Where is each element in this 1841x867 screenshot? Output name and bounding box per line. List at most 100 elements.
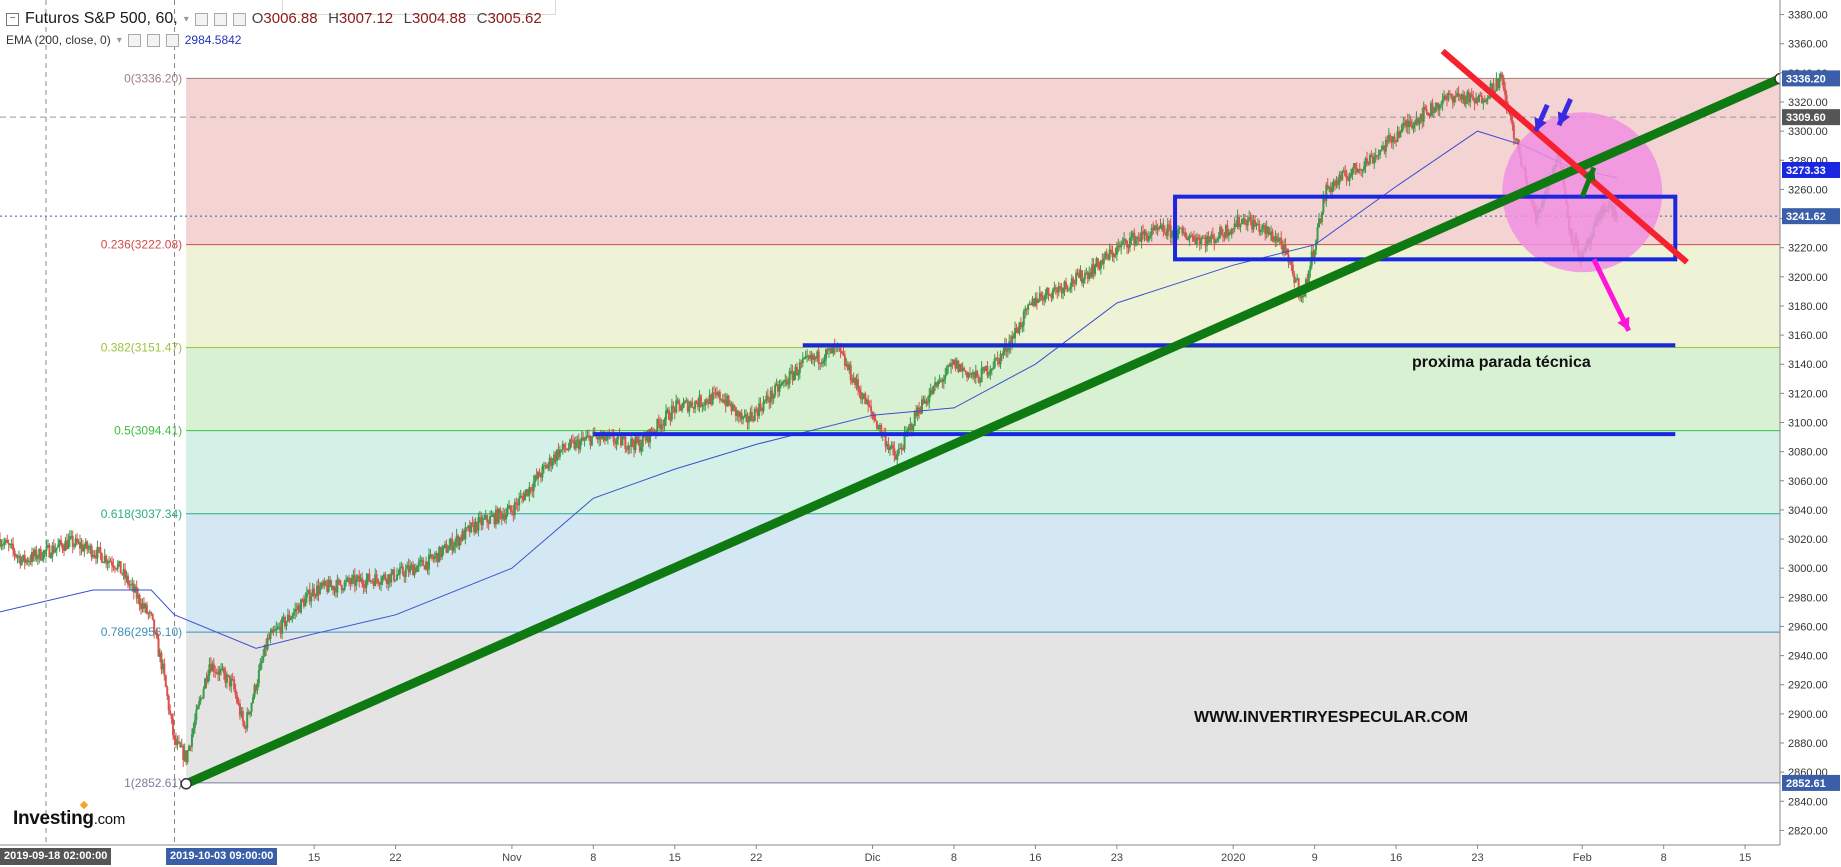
candle-body [938, 380, 941, 382]
candle-body [272, 629, 275, 632]
candle-body [1184, 232, 1187, 238]
candle-body [793, 373, 796, 381]
candle-body [897, 449, 900, 454]
candle-body [1014, 328, 1017, 339]
hide-icon[interactable] [146, 33, 160, 47]
price-axis-label: 2960.00 [1788, 621, 1828, 633]
candle-body [1444, 95, 1447, 98]
candle-body [374, 574, 377, 586]
candle-body [705, 399, 708, 403]
price-axis-label: 3360.00 [1788, 39, 1828, 51]
candle-body [539, 476, 542, 478]
candle-body [316, 585, 319, 596]
candle-body [814, 356, 817, 359]
candle-body [779, 383, 782, 386]
candle-body [44, 550, 47, 552]
candle-body [377, 579, 380, 584]
candle-body [489, 516, 492, 524]
candle-body [186, 750, 189, 762]
candle-body [545, 465, 548, 469]
candle-body [1027, 304, 1030, 310]
candle-body [711, 392, 714, 405]
candle-body [384, 574, 387, 580]
candle-body [1332, 181, 1335, 187]
price-axis-label: 2920.00 [1788, 680, 1828, 692]
candle-body [1483, 100, 1486, 102]
candle-body [635, 436, 638, 443]
candle-body [718, 391, 721, 400]
settings-icon[interactable] [127, 33, 141, 47]
candle-body [420, 559, 423, 561]
candle-body [886, 443, 889, 447]
candle-body [522, 496, 525, 501]
candle-body [236, 695, 239, 703]
candle-body [276, 627, 279, 629]
close-icon[interactable] [165, 33, 179, 47]
price-axis-label: 3380.00 [1788, 10, 1828, 22]
candle-body [1038, 293, 1041, 301]
candle-body [58, 540, 61, 545]
chevron-down-icon[interactable]: ▾ [116, 34, 122, 46]
candle-body [471, 522, 474, 524]
candle-body [839, 346, 842, 352]
candle-body [1354, 163, 1357, 168]
chevron-down-icon[interactable]: ▾ [183, 13, 189, 25]
symbol-title[interactable]: Futuros S&P 500, 60, [25, 10, 178, 27]
candle-body [1246, 219, 1249, 226]
candle-body [32, 552, 35, 557]
price-axis-label: 3180.00 [1788, 301, 1828, 313]
candle-body [733, 404, 736, 408]
indicator-name[interactable]: EMA (200, close, 0) [6, 33, 111, 47]
candle-body [670, 405, 673, 420]
time-axis-label: 15 [669, 852, 681, 864]
candle-body [912, 425, 915, 431]
investing-logo[interactable]: Investing.com [13, 800, 125, 830]
settings-icon[interactable] [194, 12, 208, 26]
candle-body [566, 449, 569, 451]
candle-body [284, 617, 287, 627]
candle-body [765, 395, 768, 401]
candle-body [448, 545, 451, 551]
candle-body [1256, 223, 1259, 225]
hide-icon[interactable] [213, 12, 227, 26]
time-axis-label: 16 [1390, 852, 1402, 864]
candle-body [1192, 236, 1195, 241]
candle-body [1492, 83, 1495, 93]
candle-body [547, 464, 550, 469]
fib-band [186, 347, 1780, 431]
candle-body [909, 423, 912, 427]
candle-body [122, 569, 125, 575]
candle-body [1421, 113, 1424, 122]
candle-body [880, 425, 883, 435]
candle-body [845, 363, 848, 366]
candle-body [807, 355, 810, 358]
candle-body [135, 586, 138, 599]
candle-body [537, 471, 540, 479]
candle-body [337, 579, 340, 581]
candle-body [1509, 108, 1512, 121]
candle-body [628, 445, 631, 447]
candle-body [528, 487, 531, 496]
candle-body [1450, 94, 1453, 98]
candle-body [90, 545, 93, 558]
candle-body [1015, 328, 1018, 332]
price-tag: 3241.62 [1782, 208, 1840, 225]
close-icon[interactable] [232, 12, 246, 26]
candle-body [1131, 232, 1134, 238]
price-tag-bg [1782, 161, 1840, 178]
candle-body [1367, 162, 1370, 165]
candle-body [1047, 287, 1050, 296]
candle-body [1107, 255, 1110, 260]
candle-body [142, 603, 145, 609]
candle-body [14, 554, 17, 557]
candle-body [1296, 278, 1299, 281]
candle-body [925, 400, 928, 404]
candle-body [678, 400, 681, 405]
candle-body [103, 555, 106, 563]
candle-body [1133, 232, 1136, 246]
collapse-icon[interactable]: − [6, 12, 19, 26]
drawing-toolbar[interactable] [282, 0, 556, 15]
candle-body [638, 439, 641, 452]
candle-body [419, 559, 422, 562]
